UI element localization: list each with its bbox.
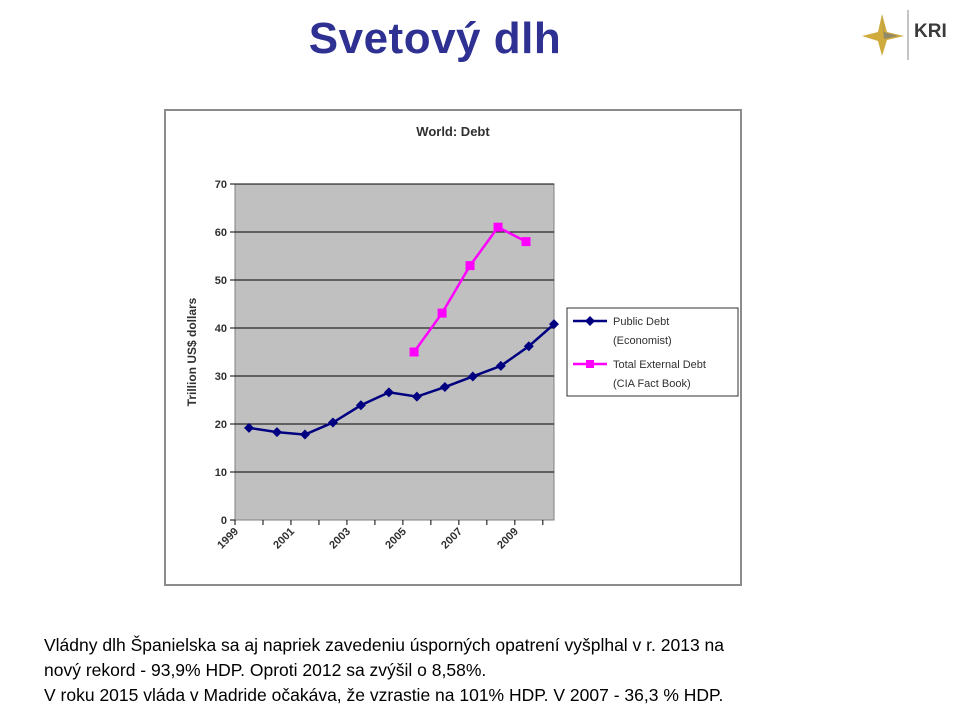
caption-text: Vládny dlh Španielska sa aj napriek zave… [44, 633, 924, 708]
series-1-point-5 [383, 387, 394, 398]
gridlines [235, 183, 554, 473]
series-1-point-2 [299, 429, 310, 440]
y-tick-label-10: 10 [215, 467, 227, 479]
series-1-point-6 [411, 391, 422, 402]
series-1-point-11 [549, 319, 559, 330]
legend-label-1-2: (Economist) [613, 335, 672, 347]
chart-legend: Public Debt (Economist) Total External Deb… [566, 307, 739, 397]
slide-title: Svetový dlh [308, 14, 562, 63]
series-layer [243, 222, 559, 440]
series-2-point-4 [521, 237, 531, 247]
y-tick-label-20: 20 [215, 419, 227, 431]
series-2-point-0 [409, 347, 419, 357]
y-tick-label-50: 50 [215, 275, 227, 287]
legend-marker-2 [586, 360, 594, 368]
plot-area [234, 183, 555, 521]
y-tick-label-60: 60 [215, 227, 227, 239]
series-2-point-3 [493, 222, 503, 232]
legend-label-1-1: Public Debt [613, 316, 669, 328]
chart-title: World: Debt [416, 124, 490, 139]
legend-marker-1 [585, 316, 595, 326]
world-debt-chart: World: Debt 0 10 20 30 40 50 60 70 1999 2001 2003… [185, 124, 739, 552]
caption-line-3: V roku 2015 vláda v Madride očakáva, že … [44, 685, 724, 705]
series-line-1 [248, 323, 555, 436]
caption-line-1: Vládny dlh Španielska sa aj napriek zave… [44, 635, 725, 655]
x-tick-label-2003: 2003 [327, 526, 353, 552]
y-axis-ticks: 0 10 20 30 40 50 60 70 [215, 179, 235, 527]
x-tick-label-1999: 1999 [215, 526, 241, 552]
x-tick-label-2007: 2007 [439, 526, 465, 552]
x-tick-label-2005: 2005 [383, 526, 409, 552]
caption-line-2: nový rekord - 93,9% HDP. Oproti 2012 sa … [44, 660, 487, 680]
x-axis-ticks: 1999 2001 2003 2005 2007 2009 [215, 520, 544, 552]
series-1-point-10 [523, 341, 534, 352]
series-1-point-9 [495, 360, 506, 371]
y-tick-label-0: 0 [221, 515, 227, 527]
series-1-point-4 [355, 400, 366, 411]
series-2-point-1 [437, 308, 447, 318]
kri-star-logo-icon [862, 10, 909, 60]
logo-text: KRI [914, 21, 947, 42]
x-tick-label-2009: 2009 [495, 526, 521, 552]
x-tick-label-2001: 2001 [271, 526, 297, 552]
y-tick-label-70: 70 [215, 179, 227, 191]
series-1-point-3 [327, 417, 338, 428]
series-1-point-8 [467, 371, 478, 382]
y-axis-label: Trillion US$ dollars [185, 297, 199, 406]
legend-label-2-2: (CIA Fact Book) [613, 378, 691, 390]
series-1-point-0 [243, 422, 254, 433]
legend-box [566, 307, 739, 397]
y-tick-label-30: 30 [215, 371, 227, 383]
y-tick-label-40: 40 [215, 323, 227, 335]
series-2-point-2 [465, 261, 475, 271]
legend-label-2-1: Total External Debt [613, 359, 706, 371]
series-1-point-7 [439, 382, 450, 393]
series-1-point-1 [271, 427, 282, 438]
